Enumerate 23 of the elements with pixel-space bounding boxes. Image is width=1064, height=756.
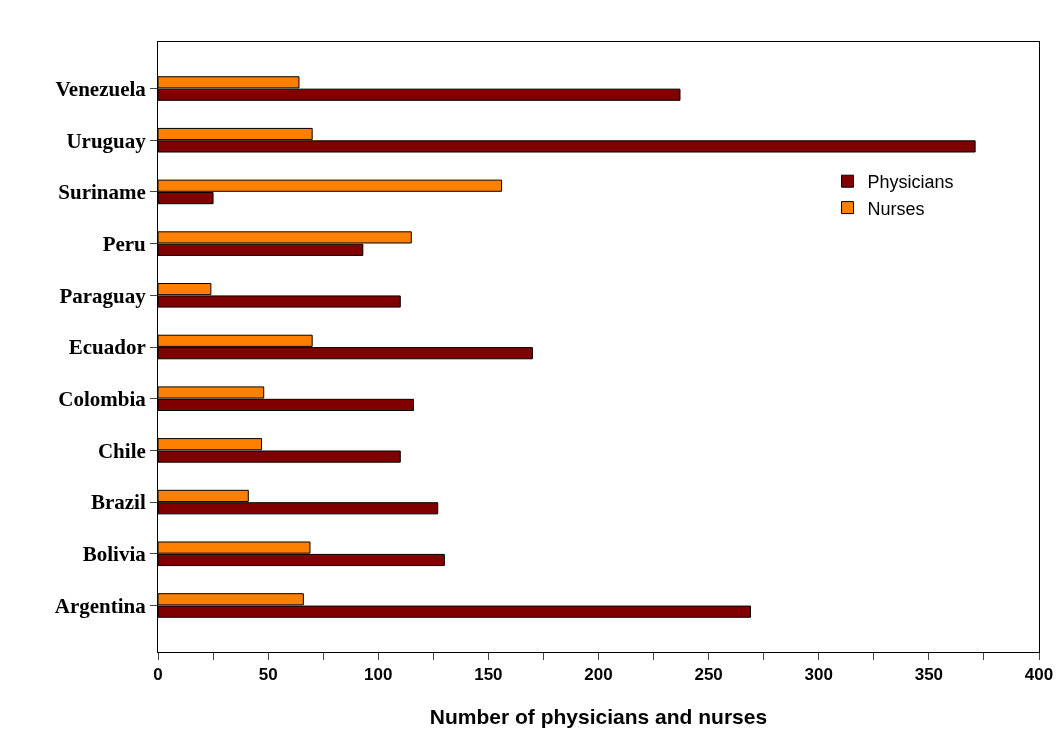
y-tick-label: Bolivia [82, 542, 147, 567]
x-tick-label: 400 [1024, 665, 1054, 685]
y-tick-label: Uruguay [66, 128, 147, 153]
x-tick-label: 0 [153, 665, 163, 685]
x-tick-label: 150 [474, 665, 503, 685]
x-tick-label: 250 [694, 665, 723, 685]
y-tick-label: Peru [102, 231, 147, 256]
y-tick-label: Brazil [90, 490, 146, 515]
x-tick-label: 300 [804, 665, 833, 685]
y-tick-label: Colombia [58, 387, 147, 412]
y-tick-label: Suriname [58, 180, 146, 205]
legend-label: Nurses [867, 198, 925, 219]
legend-label: Physicians [867, 172, 954, 193]
x-axis-title: Number of physicians and nurses [429, 704, 768, 728]
x-tick-label: 100 [364, 665, 393, 685]
y-tick-label: Chile [97, 438, 146, 463]
x-tick-label: 50 [258, 665, 278, 685]
x-tick-label: 350 [914, 665, 944, 685]
y-tick-label: Paraguay [59, 283, 147, 308]
x-tick-label: 200 [584, 665, 613, 685]
y-tick-label: Ecuador [68, 335, 146, 360]
y-tick-label: Argentina [54, 593, 147, 618]
y-tick-label: Venezuela [55, 76, 147, 101]
